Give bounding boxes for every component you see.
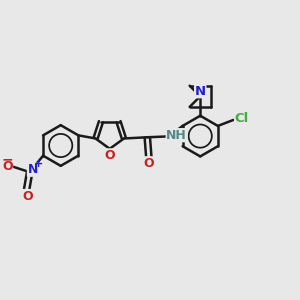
Text: O: O bbox=[2, 160, 13, 173]
Text: N: N bbox=[28, 163, 38, 176]
Text: +: + bbox=[33, 159, 43, 169]
Text: O: O bbox=[143, 157, 154, 170]
Text: −: − bbox=[2, 152, 13, 166]
Text: N: N bbox=[195, 85, 206, 98]
Text: O: O bbox=[22, 190, 33, 202]
Text: O: O bbox=[104, 149, 115, 162]
Text: Cl: Cl bbox=[235, 112, 249, 124]
Text: NH: NH bbox=[166, 129, 187, 142]
